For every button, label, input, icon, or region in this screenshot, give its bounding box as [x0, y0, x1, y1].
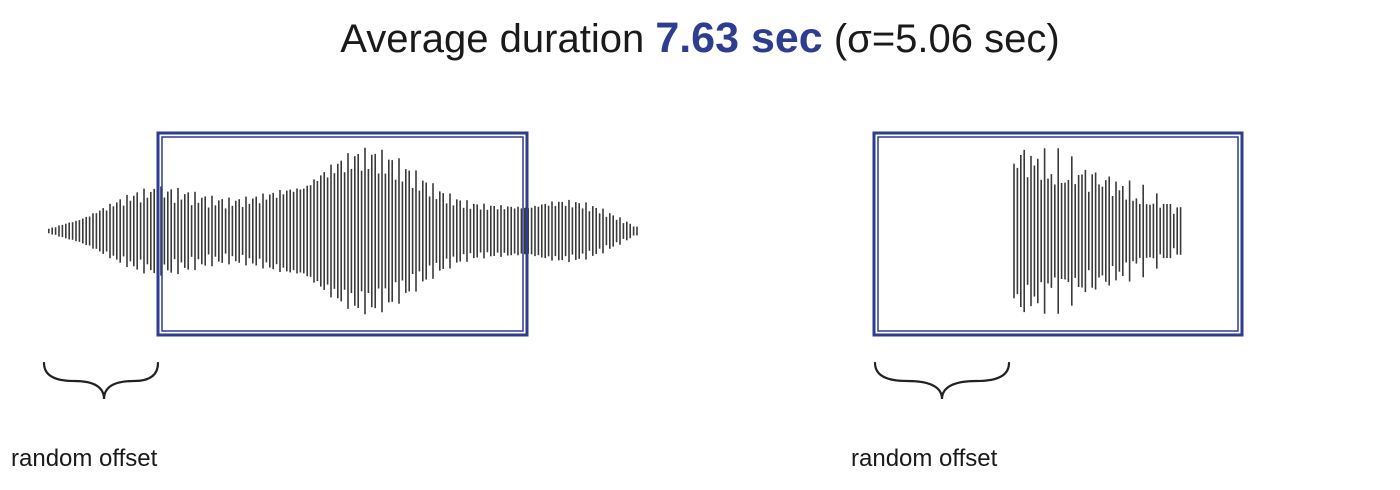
waveform-left [47, 147, 638, 315]
crop-window-right [872, 131, 1244, 337]
random-offset-label-right: random offset [851, 445, 998, 472]
title-suffix: (σ=5.06 sec) [822, 17, 1060, 61]
waveform-right [1013, 148, 1182, 314]
figure-title: Average duration 7.63 sec (σ=5.06 sec) [0, 10, 1400, 67]
average-duration-value: 7.63 sec [655, 14, 823, 62]
crop-window-left [156, 131, 529, 337]
offset-brace-left [42, 361, 160, 400]
random-offset-label-left: random offset [11, 445, 158, 472]
offset-brace-right [873, 361, 1011, 400]
title-prefix: Average duration [340, 17, 656, 61]
